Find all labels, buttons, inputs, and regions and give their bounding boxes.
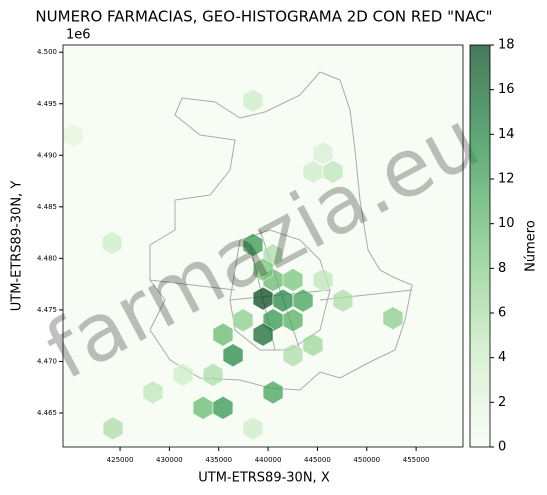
- y-tick-label: 4.490: [37, 151, 57, 159]
- y-tick-label: 4.500: [37, 48, 57, 56]
- hex-cell: [242, 88, 264, 113]
- hex-cell: [252, 322, 274, 347]
- hex-cell: [282, 308, 304, 332]
- y-tick-label: 4.485: [37, 203, 57, 211]
- hex-cell: [292, 288, 314, 313]
- hex-cell: [102, 416, 124, 441]
- y-tick-label: 4.470: [37, 357, 57, 365]
- y-tick-label: 4.495: [37, 100, 57, 108]
- colorbar-tick-label: 2: [498, 395, 506, 410]
- hex-cell: [382, 306, 404, 330]
- x-tick-label: 445000: [304, 456, 331, 464]
- hex-cell: [312, 268, 334, 292]
- hex-cell: [232, 308, 254, 332]
- colorbar: [469, 44, 491, 448]
- colorbar-tick-label: 18: [498, 38, 515, 53]
- hex-cell: [322, 160, 344, 184]
- y-tick-label: 4.475: [37, 306, 57, 314]
- hex-cell: [302, 333, 324, 357]
- hex-cell: [202, 363, 224, 387]
- chart-title: NUMERO FARMACIAS, GEO-HISTOGRAMA 2D CON …: [35, 8, 492, 26]
- hex-cell: [172, 363, 194, 387]
- y-offset-label: 1e6: [66, 28, 91, 43]
- x-tick-label: 440000: [255, 456, 282, 464]
- hex-cell: [242, 233, 264, 257]
- x-tick-label: 455000: [403, 456, 430, 464]
- hex-cell: [222, 343, 244, 368]
- colorbar-tick-label: 10: [498, 216, 515, 231]
- colorbar-tick-label: 12: [498, 172, 515, 187]
- hex-cell: [212, 322, 234, 347]
- colorbar-label: Número: [524, 220, 539, 272]
- hex-cell: [312, 141, 334, 165]
- y-axis-label: UTM-ETRS89-30N, Y: [10, 181, 25, 312]
- y-tick-label: 4.465: [37, 409, 57, 417]
- x-tick-label: 435000: [205, 456, 232, 464]
- hex-cell: [101, 231, 123, 255]
- hex-cell: [332, 288, 354, 313]
- y-tick-label: 4.480: [37, 254, 57, 262]
- x-tick-label: 450000: [353, 456, 380, 464]
- hex-cell: [282, 268, 304, 292]
- colorbar-tick-label: 0: [498, 440, 506, 455]
- plot-frame: [62, 44, 464, 448]
- x-tick-label: 430000: [156, 456, 183, 464]
- x-axis-label: UTM-ETRS89-30N, X: [198, 471, 330, 486]
- hex-cell: [142, 380, 164, 405]
- colorbar-tick-label: 16: [498, 82, 515, 97]
- colorbar-tick-label: 4: [498, 350, 506, 365]
- hex-cell: [242, 416, 264, 441]
- colorbar-tick-label: 14: [498, 127, 515, 142]
- x-tick-label: 425000: [107, 456, 134, 464]
- colorbar-tick-label: 6: [498, 306, 506, 321]
- hex-cell: [252, 257, 274, 282]
- colorbar-tick-label: 8: [498, 261, 506, 276]
- hex-cell: [262, 380, 284, 405]
- hex-cell: [212, 396, 234, 420]
- hex-cell: [282, 343, 304, 368]
- hex-cell: [252, 286, 274, 311]
